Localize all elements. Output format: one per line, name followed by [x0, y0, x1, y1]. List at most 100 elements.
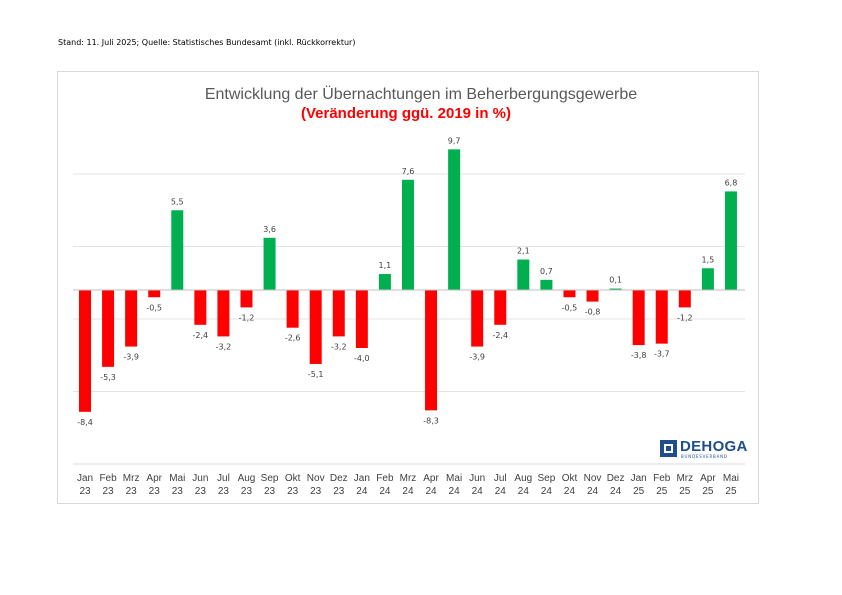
data-label: -8,4: [77, 418, 93, 427]
x-tick-month: Jun: [469, 473, 485, 484]
x-tick-year: 24: [564, 486, 576, 497]
bar: [401, 179, 414, 290]
x-tick-month: Jul: [217, 473, 230, 484]
bar: [309, 290, 322, 364]
bar: [286, 290, 299, 328]
data-label: 9,7: [448, 136, 461, 145]
data-label: 1,1: [379, 261, 392, 270]
x-tick-year: 23: [195, 486, 207, 497]
chart-subtitle: (Veränderung ggü. 2019 in %): [300, 105, 512, 122]
bar: [655, 290, 668, 344]
x-tick-year: 23: [333, 486, 345, 497]
data-label: -8,3: [423, 416, 439, 425]
x-tick-month: Nov: [307, 473, 325, 484]
bar: [724, 191, 737, 290]
x-tick-month: Jan: [77, 473, 93, 484]
bar: [217, 290, 230, 337]
x-tick-month: Apr: [423, 473, 439, 484]
data-label: -0,5: [562, 303, 578, 312]
x-tick-year: 24: [541, 486, 553, 497]
x-tick-month: Mai: [169, 473, 185, 484]
bar: [332, 290, 345, 337]
dehoga-logo: DEHOGA BUNDESVERBAND: [660, 438, 747, 459]
bar: [517, 259, 530, 290]
x-tick-year: 24: [425, 486, 437, 497]
bar: [240, 290, 253, 308]
data-label: -3,7: [654, 350, 670, 359]
bar: [448, 149, 461, 290]
x-tick-year: 24: [495, 486, 507, 497]
bar: [701, 268, 714, 290]
x-tick-month: Jan: [354, 473, 370, 484]
x-tick-month: Nov: [584, 473, 602, 484]
bar: [425, 290, 438, 411]
x-tick-month: Aug: [514, 473, 532, 484]
bar: [148, 290, 161, 298]
data-label: -5,1: [308, 370, 324, 379]
x-tick-year: 24: [379, 486, 391, 497]
bar: [194, 290, 207, 325]
x-tick-month: Okt: [285, 473, 301, 484]
bar: [102, 290, 115, 367]
x-tick-month: Apr: [146, 473, 162, 484]
x-tick-year: 25: [633, 486, 645, 497]
data-label: -3,2: [216, 342, 232, 351]
x-tick-year: 23: [79, 486, 91, 497]
data-label: -0,5: [146, 303, 162, 312]
x-tick-month: Dez: [330, 473, 348, 484]
data-label: 6,8: [725, 178, 738, 187]
x-tick-month: Mai: [723, 473, 739, 484]
x-tick-year: 25: [725, 486, 737, 497]
bar: [378, 274, 391, 290]
x-tick-year: 24: [449, 486, 461, 497]
x-tick-year: 25: [679, 486, 691, 497]
data-label: 0,1: [609, 276, 622, 285]
x-tick-year: 23: [264, 486, 276, 497]
data-label: -5,3: [100, 373, 116, 382]
x-tick-year: 25: [702, 486, 714, 497]
data-label: -4,0: [354, 354, 370, 363]
data-label: -1,2: [677, 313, 693, 322]
bar: [171, 210, 184, 290]
logo-subtitle: BUNDESVERBAND: [681, 454, 728, 459]
x-tick-year: 23: [310, 486, 322, 497]
data-label: -3,2: [331, 342, 347, 351]
bar: [355, 290, 368, 348]
data-label: 5,5: [171, 197, 184, 206]
data-label: -2,4: [492, 331, 508, 340]
bar: [471, 290, 484, 347]
x-tick-year: 24: [587, 486, 599, 497]
data-label: -0,8: [585, 308, 601, 317]
x-tick-year: 23: [103, 486, 115, 497]
bar: [494, 290, 507, 325]
x-tick-month: Mrz: [676, 473, 693, 484]
x-tick-month: Jun: [192, 473, 208, 484]
dehoga-logo-icon: [660, 440, 677, 457]
x-tick-month: Feb: [99, 473, 117, 484]
bar: [632, 290, 645, 346]
bar: [540, 279, 553, 290]
x-tick-year: 23: [218, 486, 230, 497]
bar: [125, 290, 138, 347]
data-label: -2,4: [193, 331, 209, 340]
logo-wordmark: DEHOGA: [680, 438, 748, 455]
x-tick-month: Aug: [238, 473, 256, 484]
data-label: 2,1: [517, 247, 530, 256]
bar: [563, 290, 576, 298]
bar: [609, 288, 622, 290]
x-tick-year: 23: [126, 486, 138, 497]
data-label: -2,6: [285, 334, 301, 343]
data-label: 3,6: [263, 225, 276, 234]
bar: [79, 290, 91, 412]
x-tick-month: Okt: [562, 473, 578, 484]
x-tick-month: Sep: [261, 473, 279, 484]
x-tick-month: Dez: [607, 473, 625, 484]
data-label: -3,9: [469, 353, 485, 362]
x-tick-year: 23: [287, 486, 299, 497]
x-tick-year: 25: [656, 486, 668, 497]
x-tick-month: Mrz: [123, 473, 140, 484]
x-tick-year: 23: [241, 486, 253, 497]
x-tick-year: 24: [472, 486, 484, 497]
x-tick-year: 24: [518, 486, 530, 497]
